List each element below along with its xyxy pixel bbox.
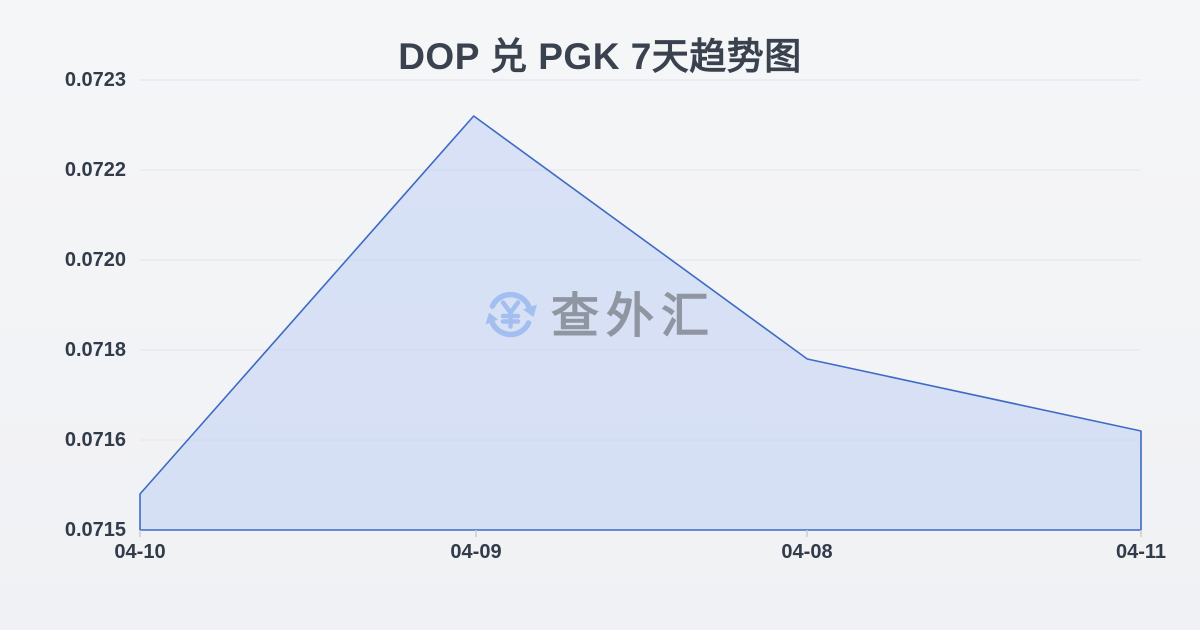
x-axis-tick-label: 04-08 (781, 541, 833, 563)
x-axis-tick-label: 04-09 (450, 541, 502, 563)
watermark-text: 查外汇 (551, 290, 716, 343)
y-axis-tick-label: 0.0716 (64, 429, 126, 451)
y-axis-tick-label: 0.0722 (64, 159, 126, 181)
x-axis-ticks (139, 530, 1142, 537)
x-axis-tick-label: 04-11 (1115, 541, 1167, 563)
watermark: 查外汇 (485, 290, 716, 343)
y-axis-tick-label: 0.0718 (64, 339, 126, 361)
page-title: DOP 兑 PGK 7天趋势图 (398, 36, 802, 77)
y-axis-tick-label: 0.0715 (64, 519, 126, 541)
x-axis-tick-label: 04-10 (114, 541, 166, 563)
y-axis-tick-label: 0.0720 (64, 249, 126, 271)
y-axis-tick-label: 0.0723 (64, 69, 126, 91)
currency-exchange-icon (485, 291, 537, 338)
